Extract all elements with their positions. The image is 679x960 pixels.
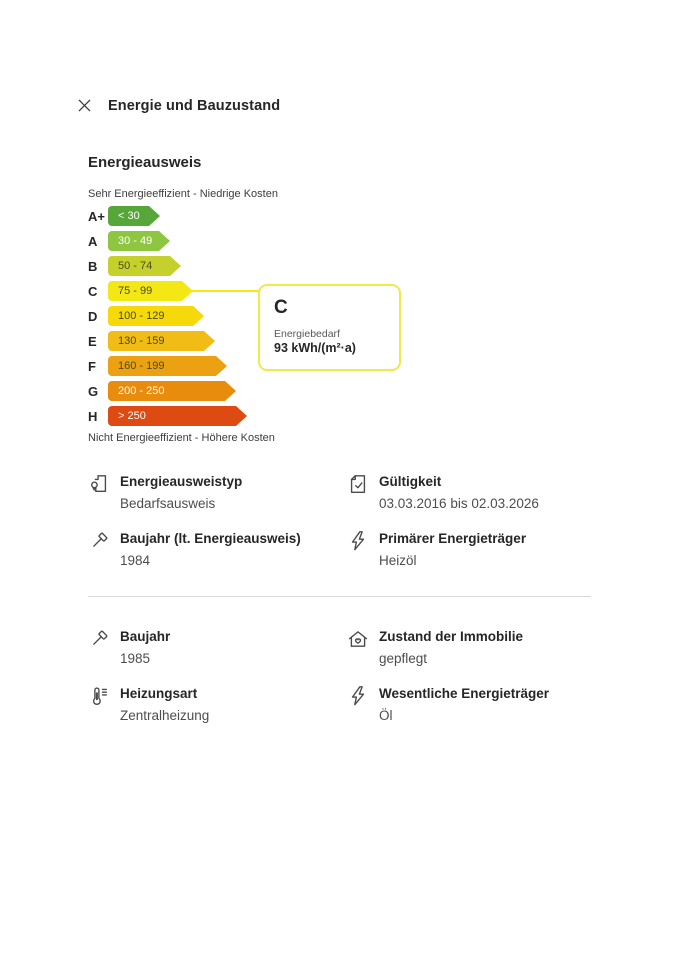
detail-label: Baujahr (lt. Energieausweis) xyxy=(120,531,301,546)
energy-rating-callout: C Energiebedarf 93 kWh/(m²·a) xyxy=(258,284,401,371)
detail-label: Heizungsart xyxy=(120,686,198,701)
detail-value: gepflegt xyxy=(379,651,428,666)
energy-scale-row: B 50 - 74 xyxy=(88,256,591,276)
detail-label: Energieausweistyp xyxy=(120,474,243,489)
scale-grade-label: A xyxy=(88,233,98,249)
scale-grade-label: D xyxy=(88,308,98,324)
scale-bar: 75 - 99 xyxy=(108,281,193,301)
page-title: Energie und Bauzustand xyxy=(108,97,281,114)
detail-value: 1985 xyxy=(120,651,151,666)
energy-scale-rows: A+ < 30 A 30 - 49 B 50 - 74 C 75 - 99 D … xyxy=(88,206,591,426)
hammer-icon xyxy=(88,530,110,552)
scale-grade-label: H xyxy=(88,408,98,424)
energy-scale-row: A 30 - 49 xyxy=(88,231,591,251)
scale-bar: > 250 xyxy=(108,406,247,426)
house-heart-icon xyxy=(347,628,369,650)
scale-grade-label: C xyxy=(88,283,98,299)
energy-scale-row: H > 250 xyxy=(88,406,591,426)
detail-item: Baujahr 1985 xyxy=(88,628,347,667)
scale-bar: 30 - 49 xyxy=(108,231,170,251)
detail-value: Zentralheizung xyxy=(120,708,210,723)
certificate-details-section: Energieausweistyp Bedarfsausweis Gültigk… xyxy=(88,473,591,569)
scale-grade-label: F xyxy=(88,358,96,374)
scale-bar: 130 - 159 xyxy=(108,331,215,351)
thermometer-icon xyxy=(88,685,110,707)
scale-bar: < 30 xyxy=(108,206,160,226)
energy-modal: Energie und Bauzustand Energieausweis Se… xyxy=(75,96,591,724)
energy-scale-row: F 160 - 199 xyxy=(88,356,591,376)
detail-item: Energieausweistyp Bedarfsausweis xyxy=(88,473,347,512)
scale-bar: 50 - 74 xyxy=(108,256,181,276)
scale-bottom-label: Nicht Energieeffizient - Höhere Kosten xyxy=(88,432,275,444)
detail-item: Primärer Energieträger Heizöl xyxy=(347,530,591,569)
scale-bar: 100 - 129 xyxy=(108,306,204,326)
detail-label: Zustand der Immobilie xyxy=(379,629,524,644)
energy-scale-row: D 100 - 129 xyxy=(88,306,591,326)
modal-header: Energie und Bauzustand xyxy=(75,96,591,115)
detail-value: Heizöl xyxy=(379,553,417,568)
detail-item: Wesentliche Energieträger Öl xyxy=(347,685,591,724)
energy-scale: Sehr Energieeffizient - Niedrige Kosten … xyxy=(88,187,591,445)
document-check-icon xyxy=(347,473,369,495)
rating-value: 93 kWh/(m²·a) xyxy=(274,341,356,355)
hammer-icon xyxy=(88,628,110,650)
energy-certificate-icon xyxy=(88,473,110,495)
energy-scale-row: E 130 - 159 xyxy=(88,331,591,351)
detail-value: 1984 xyxy=(120,553,151,568)
scale-grade-label: B xyxy=(88,258,98,274)
detail-label: Wesentliche Energieträger xyxy=(379,686,550,701)
energy-scale-row: A+ < 30 xyxy=(88,206,591,226)
lightning-icon xyxy=(347,530,369,552)
detail-label: Gültigkeit xyxy=(379,474,442,489)
detail-value: Bedarfsausweis xyxy=(120,496,216,511)
scale-bar: 160 - 199 xyxy=(108,356,227,376)
callout-connector-line xyxy=(189,290,260,292)
scale-grade-label: G xyxy=(88,383,99,399)
building-details-section: Baujahr 1985 Zustand der Immobilie gepfl… xyxy=(88,628,591,724)
scale-grade-label: E xyxy=(88,333,97,349)
scale-bar: 200 - 250 xyxy=(108,381,236,401)
scale-top-label: Sehr Energieeffizient - Niedrige Kosten xyxy=(88,188,278,200)
detail-item: Heizungsart Zentralheizung xyxy=(88,685,347,724)
detail-label: Primärer Energieträger xyxy=(379,531,527,546)
energy-certificate-heading: Energieausweis xyxy=(88,154,202,171)
close-icon[interactable] xyxy=(75,96,94,115)
energy-scale-row: C 75 - 99 xyxy=(88,281,591,301)
rating-label: Energiebedarf xyxy=(274,328,340,340)
detail-item: Zustand der Immobilie gepflegt xyxy=(347,628,591,667)
lightning-icon xyxy=(347,685,369,707)
detail-value: Öl xyxy=(379,708,393,723)
scale-grade-label: A+ xyxy=(88,208,105,224)
detail-item: Baujahr (lt. Energieausweis) 1984 xyxy=(88,530,347,569)
section-divider xyxy=(88,596,591,597)
rating-grade: C xyxy=(274,297,288,318)
detail-value: 03.03.2016 bis 02.03.2026 xyxy=(379,496,539,511)
detail-item: Gültigkeit 03.03.2016 bis 02.03.2026 xyxy=(347,473,591,512)
energy-scale-row: G 200 - 250 xyxy=(88,381,591,401)
detail-label: Baujahr xyxy=(120,629,171,644)
